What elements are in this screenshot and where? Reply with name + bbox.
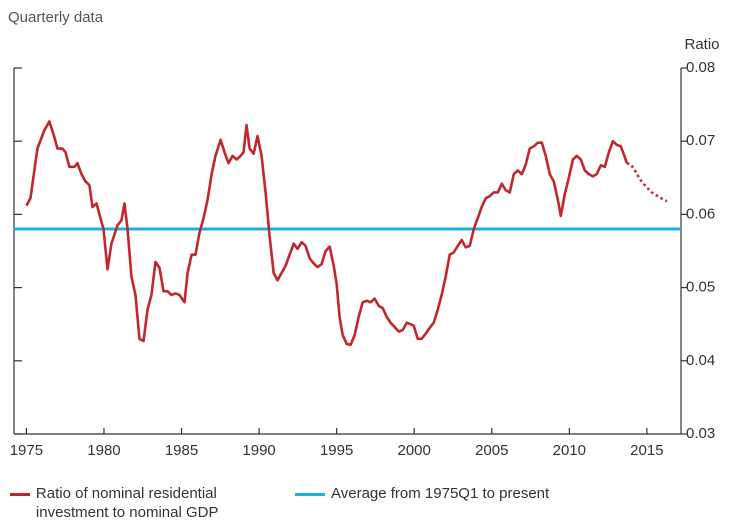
y-axis-label: Ratio xyxy=(684,36,719,53)
data-line xyxy=(626,161,668,203)
chart: Quarterly data Ratio 0.03 0.04 0.05 0.06 0.0… xyxy=(8,9,720,459)
legend-swatch xyxy=(10,493,30,496)
x-tick-label: 1990 xyxy=(242,442,275,459)
legend-item: Average from 1975Q1 to present xyxy=(295,484,695,503)
chart-subtitle: Quarterly data xyxy=(8,9,104,26)
x-tick-label: 1980 xyxy=(87,442,120,459)
x-tick-label: 1985 xyxy=(165,442,198,459)
y-tick-label: 0.05 xyxy=(686,279,715,296)
y-tick-label: 0.07 xyxy=(686,132,715,149)
data-line xyxy=(25,120,629,346)
x-tick-label: 2005 xyxy=(475,442,508,459)
x-tick-label: 1995 xyxy=(320,442,353,459)
legend-label: Ratio of nominal residential investment … xyxy=(35,485,219,521)
x-tick-label: 1975 xyxy=(10,442,43,459)
x-tick-label: 2015 xyxy=(630,442,663,459)
y-tick-label: 0.08 xyxy=(686,59,715,76)
x-tick-label: 2000 xyxy=(398,442,431,459)
x-tick-label: 2010 xyxy=(553,442,586,459)
y-tick-label: 0.06 xyxy=(686,205,715,222)
legend-label: Average from 1975Q1 to present xyxy=(331,485,550,502)
legend-swatch xyxy=(295,493,325,496)
y-tick-label: 0.04 xyxy=(686,352,715,369)
y-tick-label: 0.03 xyxy=(686,425,715,442)
legend-item: Ratio of nominal residential investment … xyxy=(10,484,280,522)
